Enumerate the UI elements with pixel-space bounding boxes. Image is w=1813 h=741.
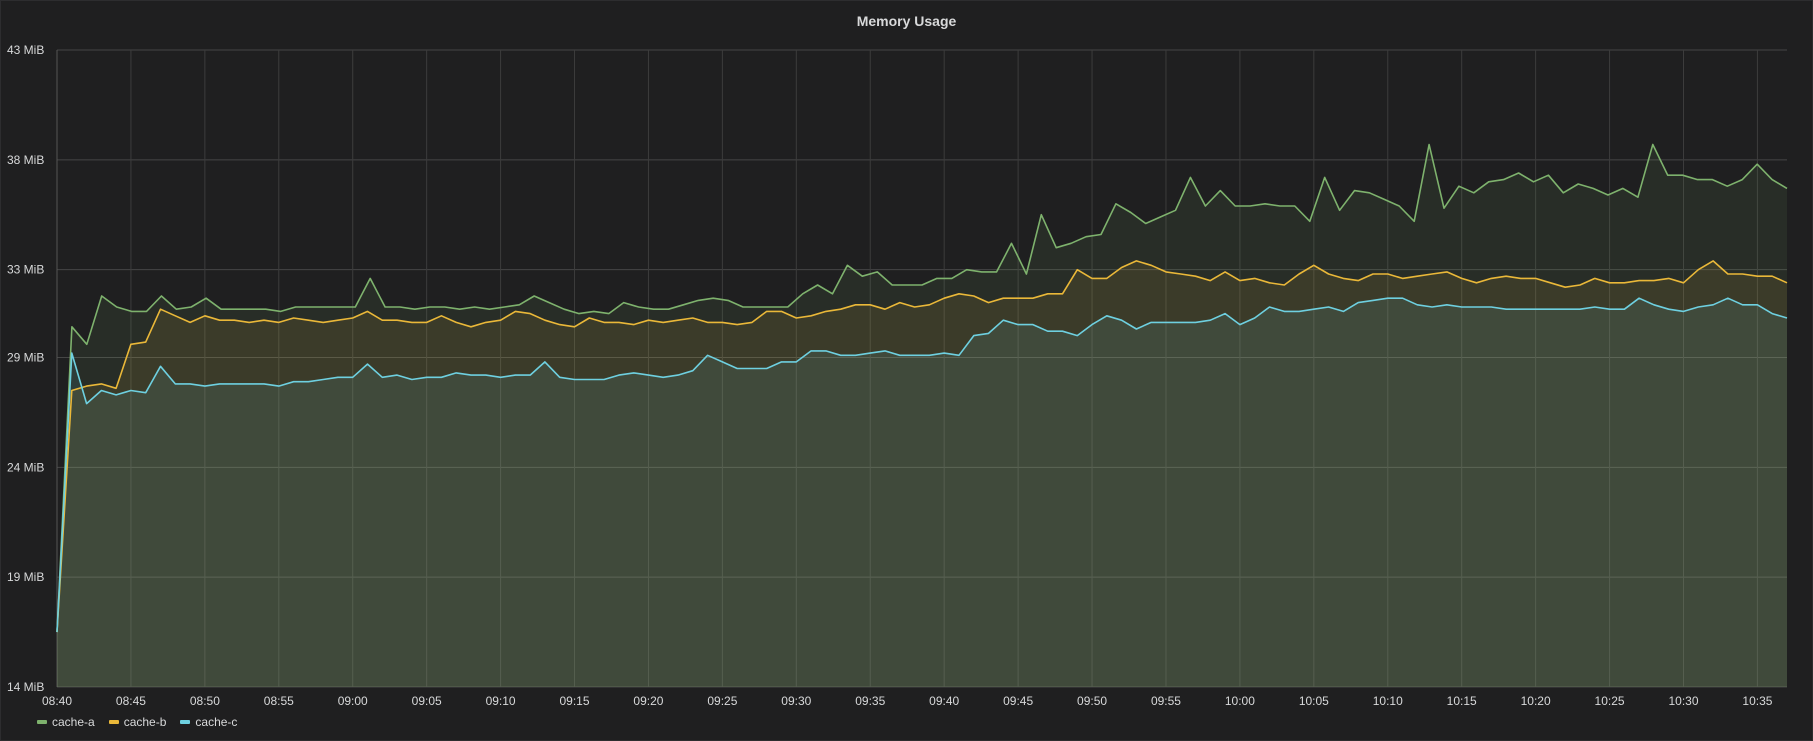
x-tick-label: 09:20 xyxy=(633,694,663,708)
grid xyxy=(56,49,1787,688)
x-tick-label: 08:50 xyxy=(190,694,220,708)
y-tick-label: 24 MiB xyxy=(7,460,44,474)
x-tick-label: 10:20 xyxy=(1521,694,1551,708)
cache-c-area xyxy=(57,298,1787,687)
y-tick-label: 14 MiB xyxy=(7,680,44,694)
x-tick-label: 10:30 xyxy=(1668,694,1698,708)
y-tick-label: 38 MiB xyxy=(7,153,44,167)
legend-label: cache-c xyxy=(195,715,238,729)
cache-a-line[interactable] xyxy=(56,143,1788,633)
legend: cache-a cache-b cache-c xyxy=(37,715,237,729)
cache-b-area xyxy=(57,260,1787,687)
legend-label: cache-a xyxy=(52,715,95,729)
x-tick-label: 10:00 xyxy=(1225,694,1255,708)
series-lines xyxy=(56,143,1788,633)
x-tick-label: 09:05 xyxy=(412,694,442,708)
x-tick-label: 09:40 xyxy=(929,694,959,708)
series-areas xyxy=(57,144,1787,687)
x-tick-label: 09:15 xyxy=(560,694,590,708)
x-tick-label: 10:25 xyxy=(1595,694,1625,708)
x-tick-label: 08:45 xyxy=(116,694,146,708)
x-tick-label: 09:55 xyxy=(1151,694,1181,708)
x-tick-label: 10:15 xyxy=(1447,694,1477,708)
legend-item-cache-c[interactable]: cache-c xyxy=(180,715,237,729)
x-axis: 08:40 08:45 08:50 08:55 09:00 09:05 09:10 09:15… xyxy=(42,694,1773,708)
legend-item-cache-b[interactable]: cache-b xyxy=(108,715,167,729)
x-tick-label: 10:35 xyxy=(1742,694,1772,708)
x-tick-label: 09:30 xyxy=(781,694,811,708)
x-tick-label: 09:25 xyxy=(707,694,737,708)
y-tick-label: 19 MiB xyxy=(7,570,44,584)
y-axis: 14 MiB 19 MiB 24 MiB 29 MiB 33 MiB 38 MiB 43 M… xyxy=(7,43,44,694)
x-tick-label: 09:45 xyxy=(1003,694,1033,708)
cache-c-line[interactable] xyxy=(56,297,1788,633)
y-tick-label: 43 MiB xyxy=(7,43,44,57)
x-tick-label: 10:05 xyxy=(1299,694,1329,708)
y-tick-label: 33 MiB xyxy=(7,263,44,277)
x-tick-label: 09:50 xyxy=(1077,694,1107,708)
x-tick-label: 09:10 xyxy=(486,694,516,708)
x-tick-label: 08:40 xyxy=(42,694,72,708)
cache-b-line[interactable] xyxy=(56,260,1788,633)
legend-swatch xyxy=(180,720,191,724)
x-tick-label: 09:35 xyxy=(855,694,885,708)
x-tick-label: 09:00 xyxy=(338,694,368,708)
x-tick-label: 10:10 xyxy=(1373,694,1403,708)
legend-label: cache-b xyxy=(123,715,167,729)
legend-swatch xyxy=(37,720,47,724)
chart-title[interactable]: Memory Usage xyxy=(856,13,957,29)
legend-item-cache-a[interactable]: cache-a xyxy=(37,715,95,729)
y-tick-label: 29 MiB xyxy=(7,351,44,365)
legend-swatch xyxy=(108,720,119,724)
x-tick-label: 08:55 xyxy=(264,694,294,708)
